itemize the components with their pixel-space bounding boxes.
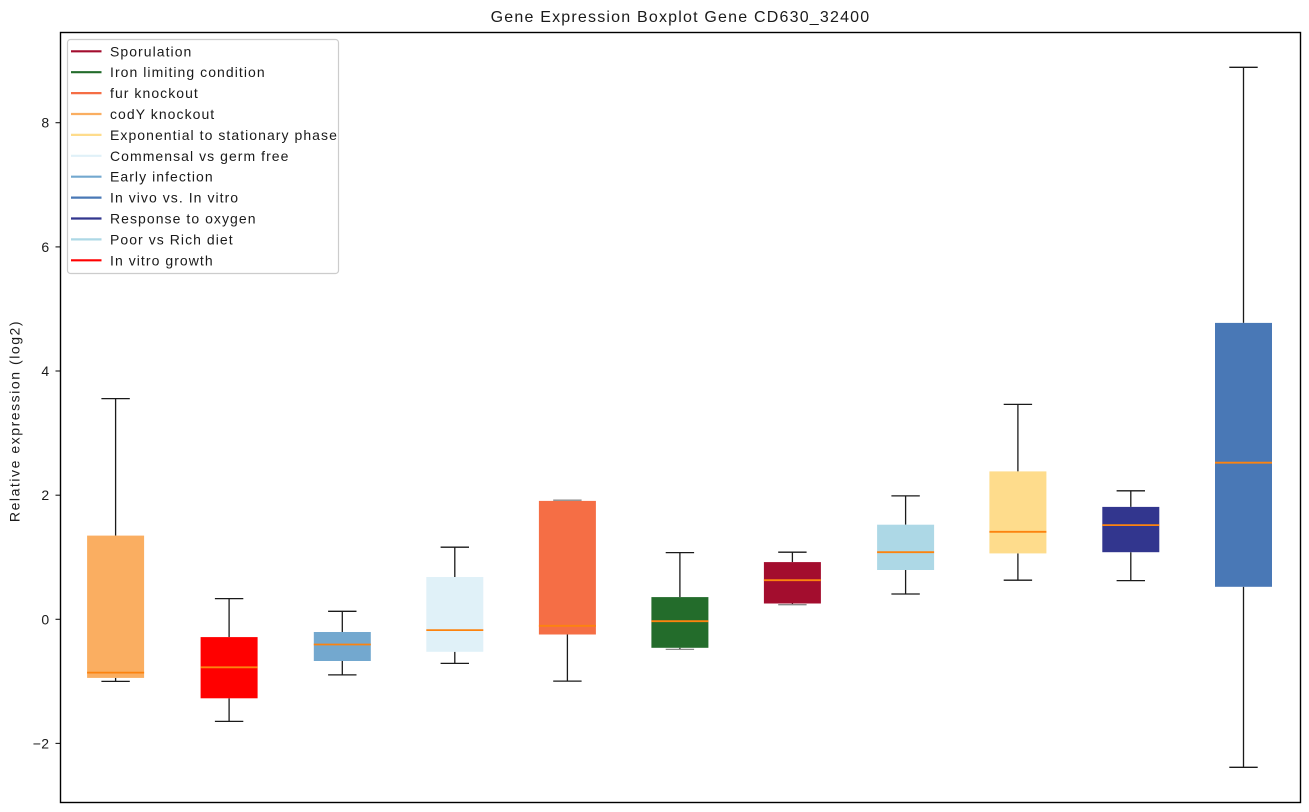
svg-text:Exponential to stationary phas: Exponential to stationary phase <box>110 127 338 143</box>
svg-text:In vitro growth: In vitro growth <box>110 252 214 268</box>
svg-text:Iron limiting condition: Iron limiting condition <box>110 64 266 80</box>
svg-text:Sporulation: Sporulation <box>110 43 192 59</box>
svg-text:In vivo vs. In vitro: In vivo vs. In vitro <box>110 190 239 206</box>
svg-text:6: 6 <box>41 239 49 255</box>
svg-text:Relative expression (log2): Relative expression (log2) <box>7 320 23 522</box>
svg-text:4: 4 <box>41 363 49 379</box>
svg-text:Poor vs Rich diet: Poor vs Rich diet <box>110 231 234 247</box>
svg-text:2: 2 <box>41 487 49 503</box>
svg-text:fur knockout: fur knockout <box>110 85 199 101</box>
svg-text:Commensal vs germ free: Commensal vs germ free <box>110 148 289 164</box>
svg-text:−2: −2 <box>33 735 50 751</box>
svg-text:Early infection: Early infection <box>110 169 214 185</box>
svg-text:Gene Expression Boxplot Gene C: Gene Expression Boxplot Gene CD630_32400 <box>491 9 871 26</box>
svg-text:codY knockout: codY knockout <box>110 106 215 122</box>
svg-text:0: 0 <box>41 611 49 627</box>
svg-text:8: 8 <box>41 115 49 131</box>
svg-text:Response to oxygen: Response to oxygen <box>110 211 257 227</box>
